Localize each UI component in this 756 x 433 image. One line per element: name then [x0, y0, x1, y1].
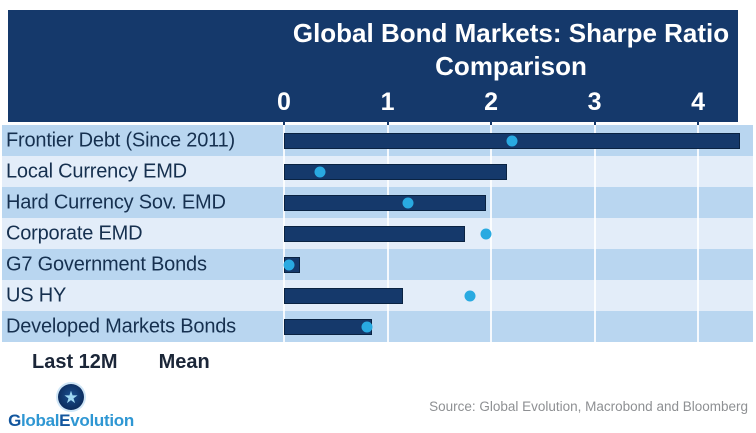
mean-dot: [361, 321, 373, 332]
category-label: Developed Markets Bonds: [6, 315, 236, 337]
last-12m-bar: [284, 194, 486, 211]
source-text: Source: Global Evolution, Macrobond and …: [429, 399, 748, 414]
chart-rows: Frontier Debt (Since 2011) Local Currency…: [2, 125, 753, 342]
chart-row: Corporate EMD: [2, 218, 753, 249]
x-axis-label: 0: [277, 88, 291, 116]
chart-row: Hard Currency Sov. EMD: [2, 187, 753, 218]
category-label: US HY: [6, 284, 67, 306]
mean-dot: [314, 166, 326, 177]
x-axis-label: 1: [380, 88, 395, 116]
last-12m-bar: [284, 287, 404, 304]
mean-dot: [464, 290, 476, 301]
x-axis-labels: 0 1 2 3 4: [277, 88, 753, 120]
category-label: Hard Currency Sov. EMD: [6, 191, 226, 213]
chart-row: US HY: [2, 280, 753, 311]
mean-swatch-icon: [140, 358, 150, 368]
chart-row: Local Currency EMD: [2, 156, 753, 187]
x-axis-tick-mark: [386, 117, 389, 125]
logo-text-e: E: [59, 411, 71, 430]
mean-dot: [402, 197, 414, 208]
category-label: Frontier Debt (Since 2011): [6, 129, 235, 151]
chart-row: Frontier Debt (Since 2011): [2, 125, 753, 156]
x-axis-tick-mark: [593, 117, 596, 125]
chart-row: Developed Markets Bonds: [2, 311, 753, 342]
global-evolution-logo: ★ GlobalEvolution: [6, 384, 136, 431]
mean-dot: [506, 135, 518, 146]
last-12m-swatch-icon: [12, 357, 23, 368]
legend-item-mean: Mean: [140, 351, 210, 374]
row-plot-area: [284, 311, 753, 342]
chart-title-line1: Global Bond Markets: Sharpe Ratio: [292, 18, 730, 48]
row-plot-area: [284, 156, 753, 187]
chart-row: G7 Government Bonds: [2, 249, 753, 280]
legend-item-last-12m: Last 12M: [12, 351, 118, 374]
chart-title: Global Bond Markets: Sharpe Ratio Compar…: [284, 17, 738, 82]
last-12m-bar: [284, 225, 466, 242]
logo-text-lobal: lobal: [21, 411, 60, 430]
logo-text: GlobalEvolution: [6, 411, 136, 431]
row-plot-area: [283, 249, 753, 280]
mean-dot: [283, 259, 295, 270]
row-plot-area: [284, 218, 753, 249]
x-axis-tick-mark: [283, 117, 285, 125]
mean-dot: [480, 228, 492, 239]
star-icon: ★: [58, 384, 84, 410]
x-axis-label: 4: [691, 88, 706, 116]
x-axis-label: 3: [587, 88, 602, 116]
logo-text-volution: volution: [70, 411, 134, 430]
category-label: Local Currency EMD: [6, 160, 187, 182]
chart-legend: Last 12M Mean: [12, 351, 232, 374]
chart-title-line2: Comparison: [435, 50, 587, 81]
row-plot-area: [284, 280, 753, 311]
last-12m-bar: [284, 318, 372, 335]
x-axis-tick-mark: [490, 117, 493, 125]
category-label: G7 Government Bonds: [6, 253, 207, 275]
row-plot-area: [284, 187, 753, 218]
legend-label-mean: Mean: [158, 351, 210, 373]
chart-header: Global Bond Markets: Sharpe Ratio Compar…: [8, 10, 738, 122]
logo-text-g: G: [8, 411, 21, 430]
legend-label-last-12m: Last 12M: [32, 351, 118, 373]
x-axis-label: 2: [484, 88, 499, 116]
category-label: Corporate EMD: [6, 222, 143, 244]
x-axis-tick-mark: [697, 117, 700, 125]
star-glyph: ★: [63, 387, 79, 407]
row-plot-area: [284, 125, 753, 156]
